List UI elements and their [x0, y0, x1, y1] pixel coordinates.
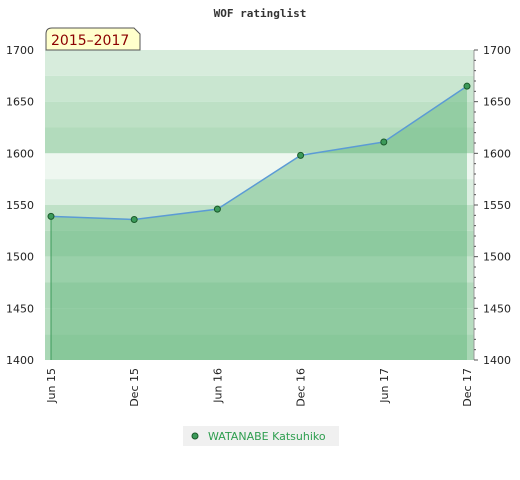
grid-band	[45, 282, 474, 309]
x-tick-label: Jun 16	[211, 368, 224, 404]
period-badge: 2015–2017	[45, 27, 141, 51]
y-tick-label-right: 1400	[483, 354, 511, 367]
y-tick-label-left: 1700	[6, 44, 34, 57]
grid-band	[45, 205, 474, 231]
data-point	[380, 138, 388, 146]
x-tick-label: Dec 17	[461, 368, 474, 407]
grid-band	[45, 179, 474, 205]
x-tick-labels: Jun 15 Dec 15 Jun 16 Dec 16 Jun 17 Dec 17	[45, 368, 474, 407]
y-tick-label-left: 1500	[6, 251, 34, 264]
legend: WATANABE Katsuhiko	[183, 426, 339, 446]
grid-band	[45, 75, 474, 102]
grid-band	[45, 308, 474, 335]
x-tick-label: Dec 15	[128, 368, 141, 407]
y-tick-label-right: 1650	[483, 96, 511, 109]
legend-marker-icon	[191, 432, 199, 440]
grid-band	[45, 256, 474, 283]
period-label: 2015–2017	[51, 33, 129, 49]
y-tick-label-right: 1450	[483, 302, 511, 315]
series-line	[50, 85, 468, 221]
right-axis	[473, 49, 478, 361]
chart-title: WOF ratinglist	[214, 7, 307, 20]
data-point	[47, 212, 55, 220]
y-tick-label-left: 1450	[6, 302, 34, 315]
y-tick-label-left: 1550	[6, 199, 34, 212]
grid-band	[45, 153, 474, 180]
marker-layer	[47, 82, 471, 223]
y-tick-label-left: 1400	[6, 354, 34, 367]
y-tick-label-right: 1500	[483, 251, 511, 264]
grid-band	[45, 127, 474, 154]
left-tick-labels: 1400 1450 1500 1550 1600 1650 1700	[6, 44, 34, 367]
line-layer	[50, 85, 468, 221]
data-point	[463, 82, 471, 90]
area-fill	[51, 86, 467, 361]
background-bands	[45, 50, 474, 360]
y-tick-label-left: 1650	[6, 96, 34, 109]
right-tick-labels: 1400 1450 1500 1550 1600 1650 1700	[483, 44, 511, 367]
y-tick-label-right: 1600	[483, 147, 511, 160]
area-layer	[50, 86, 467, 361]
period-badge-box	[45, 27, 141, 51]
data-point	[297, 151, 305, 159]
y-tick-label-left: 1600	[6, 147, 34, 160]
legend-label: WATANABE Katsuhiko	[208, 430, 326, 443]
y-tick-label-right: 1700	[483, 44, 511, 57]
grid-band	[45, 334, 474, 360]
x-tick-label: Jun 17	[378, 368, 391, 404]
x-tick-label: Dec 16	[295, 368, 308, 407]
grid-band	[45, 101, 474, 128]
legend-box	[183, 426, 339, 446]
y-tick-label-right: 1550	[483, 199, 511, 212]
grid-band	[45, 50, 474, 76]
data-point	[130, 215, 138, 223]
x-tick-label: Jun 15	[45, 368, 58, 404]
grid-band	[45, 230, 474, 257]
data-point	[213, 205, 221, 213]
